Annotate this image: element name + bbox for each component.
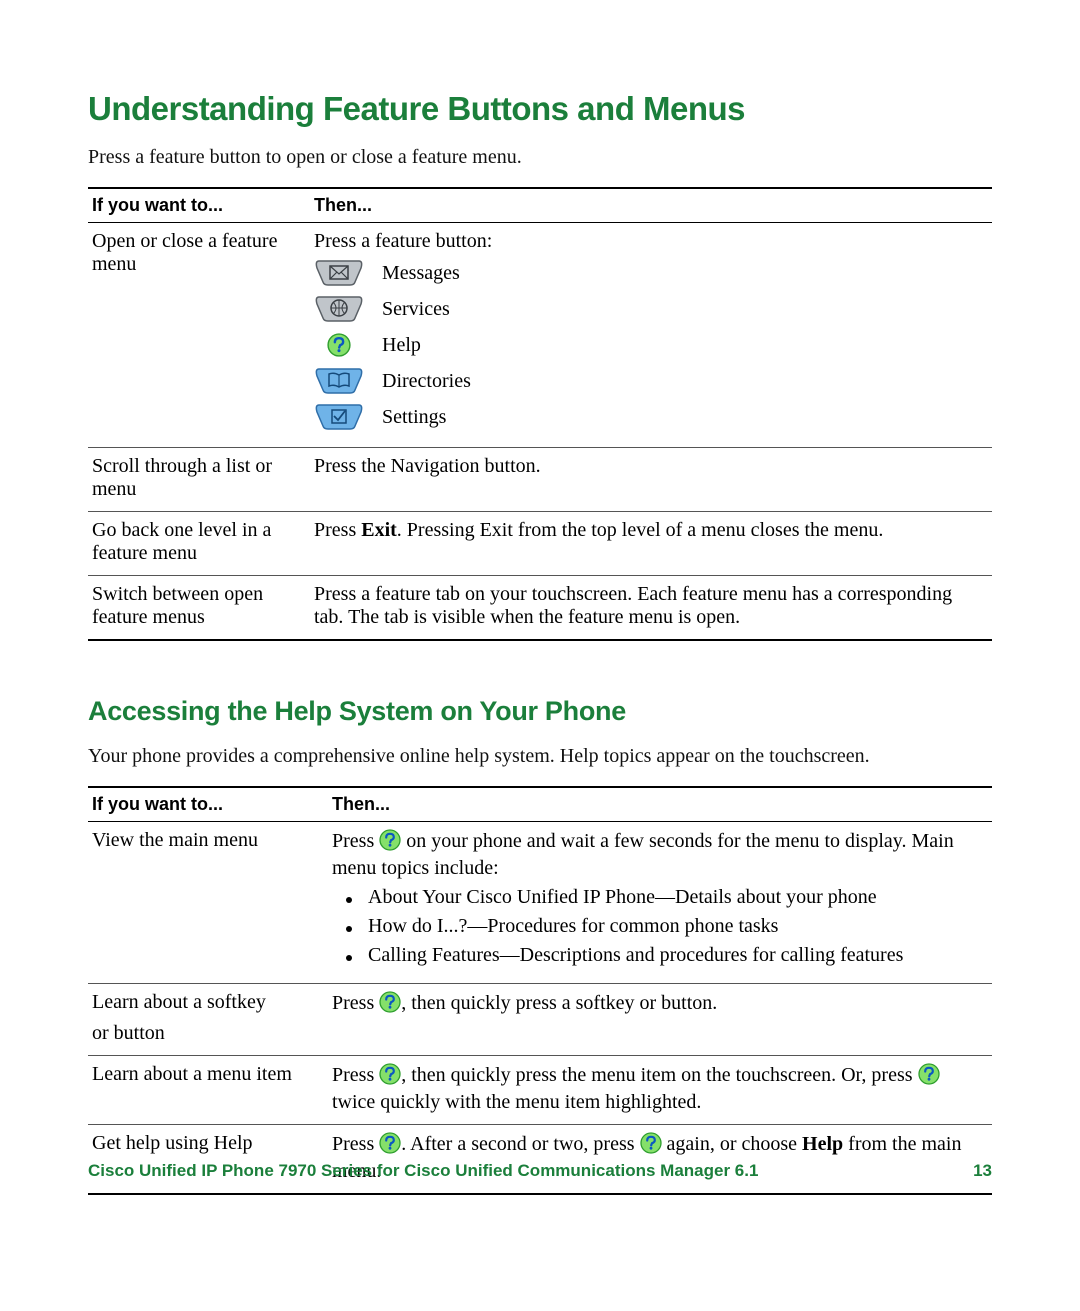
text-pre: Press bbox=[314, 519, 361, 541]
help-icon bbox=[918, 1063, 940, 1091]
table-row: Get help using Help Press . After a seco… bbox=[88, 1125, 992, 1195]
feature-buttons-table: If you want to... Then... Open or close … bbox=[88, 187, 992, 641]
text-post: , then quickly press a softkey or button… bbox=[401, 992, 717, 1014]
help-icon bbox=[314, 333, 364, 357]
help-icon bbox=[379, 991, 401, 1019]
text-pre: Press bbox=[332, 992, 379, 1014]
feature-item-messages: Messages bbox=[314, 257, 986, 289]
cell-left: Learn about a softkey or button bbox=[88, 984, 328, 1056]
cell-left-line2: or button bbox=[92, 1022, 322, 1045]
text-post: on your phone and wait a few seconds for… bbox=[332, 830, 954, 879]
help-icon bbox=[379, 1132, 401, 1160]
cell-left: Learn about a menu item bbox=[88, 1056, 328, 1125]
cell-right: Press on your phone and wait a few secon… bbox=[328, 822, 992, 984]
bullet-text: Calling Features—Descriptions and proced… bbox=[368, 944, 903, 967]
feature-label: Services bbox=[382, 293, 450, 325]
settings-icon bbox=[314, 403, 364, 431]
footer-page-number: 13 bbox=[973, 1161, 992, 1181]
text-pre: Press bbox=[332, 1133, 379, 1155]
cell-left: Open or close a feature menu bbox=[88, 223, 310, 448]
cell-right: Press , then quickly press the menu item… bbox=[328, 1056, 992, 1125]
table-row: Scroll through a list or menu Press the … bbox=[88, 448, 992, 512]
cell-right: Press the Navigation button. bbox=[310, 448, 992, 512]
table-row: Go back one level in a feature menu Pres… bbox=[88, 512, 992, 576]
cell-right: Press , then quickly press a softkey or … bbox=[328, 984, 992, 1056]
table2-header-left: If you want to... bbox=[88, 787, 328, 822]
cell-left-line1: Learn about a softkey bbox=[92, 991, 322, 1014]
section1-intro: Press a feature button to open or close … bbox=[88, 146, 992, 169]
section2-title: Accessing the Help System on Your Phone bbox=[88, 696, 992, 727]
table2-header-right: Then... bbox=[328, 787, 992, 822]
bullet-icon bbox=[346, 897, 352, 903]
cell-left: Go back one level in a feature menu bbox=[88, 512, 310, 576]
text-mid1: . After a second or two, press bbox=[401, 1133, 639, 1155]
text-bold: Exit bbox=[361, 519, 397, 541]
cell-right: Press . After a second or two, press aga… bbox=[328, 1125, 992, 1195]
list-item: Calling Features—Descriptions and proced… bbox=[346, 944, 986, 967]
text-pre: Press bbox=[332, 830, 379, 852]
table1-header-right: Then... bbox=[310, 188, 992, 223]
text-mid: , then quickly press the menu item on th… bbox=[401, 1064, 917, 1086]
help-system-table: If you want to... Then... View the main … bbox=[88, 786, 992, 1195]
directories-icon bbox=[314, 367, 364, 395]
feature-item-directories: Directories bbox=[314, 365, 986, 397]
feature-label: Help bbox=[382, 329, 421, 361]
text-pre: Press bbox=[332, 1064, 379, 1086]
cell-left: View the main menu bbox=[88, 822, 328, 984]
messages-icon bbox=[314, 259, 364, 287]
help-icon bbox=[379, 1063, 401, 1091]
help-icon bbox=[640, 1132, 662, 1160]
table-row: Switch between open feature menus Press … bbox=[88, 576, 992, 641]
table1-header-left: If you want to... bbox=[88, 188, 310, 223]
table-row: View the main menu Press on your phone a… bbox=[88, 822, 992, 984]
feature-label: Settings bbox=[382, 401, 446, 433]
text-post: twice quickly with the menu item highlig… bbox=[332, 1091, 701, 1113]
document-page: Understanding Feature Buttons and Menus … bbox=[0, 0, 1080, 1311]
footer-left: Cisco Unified IP Phone 7970 Series for C… bbox=[88, 1161, 758, 1181]
cell-left: Get help using Help bbox=[88, 1125, 328, 1195]
feature-label: Directories bbox=[382, 365, 471, 397]
page-footer: Cisco Unified IP Phone 7970 Series for C… bbox=[88, 1161, 992, 1181]
feature-lead-text: Press a feature button: bbox=[314, 230, 986, 253]
cell-right: Press Exit. Pressing Exit from the top l… bbox=[310, 512, 992, 576]
bullet-icon bbox=[346, 955, 352, 961]
list-item: How do I...?—Procedures for common phone… bbox=[346, 915, 986, 938]
bullet-icon bbox=[346, 926, 352, 932]
help-icon bbox=[379, 829, 401, 857]
section2-intro: Your phone provides a comprehensive onli… bbox=[88, 745, 992, 768]
list-item: About Your Cisco Unified IP Phone—Detail… bbox=[346, 886, 986, 909]
cell-left: Scroll through a list or menu bbox=[88, 448, 310, 512]
text-bold: Help bbox=[802, 1133, 843, 1155]
feature-item-help: Help bbox=[314, 329, 986, 361]
cell-right: Press a feature button: Messages Service… bbox=[310, 223, 992, 448]
table-row: Open or close a feature menu Press a fea… bbox=[88, 223, 992, 448]
services-icon bbox=[314, 295, 364, 323]
feature-item-settings: Settings bbox=[314, 401, 986, 433]
table-row: Learn about a softkey or button Press , … bbox=[88, 984, 992, 1056]
table-row: Learn about a menu item Press , then qui… bbox=[88, 1056, 992, 1125]
bullet-text: How do I...?—Procedures for common phone… bbox=[368, 915, 778, 938]
feature-item-services: Services bbox=[314, 293, 986, 325]
section1-title: Understanding Feature Buttons and Menus bbox=[88, 90, 992, 128]
bullet-text: About Your Cisco Unified IP Phone—Detail… bbox=[368, 886, 877, 909]
text-post: . Pressing Exit from the top level of a … bbox=[397, 519, 884, 541]
text-mid2: again, or choose bbox=[662, 1133, 803, 1155]
cell-right: Press a feature tab on your touchscreen.… bbox=[310, 576, 992, 641]
cell-left: Switch between open feature menus bbox=[88, 576, 310, 641]
feature-label: Messages bbox=[382, 257, 460, 289]
